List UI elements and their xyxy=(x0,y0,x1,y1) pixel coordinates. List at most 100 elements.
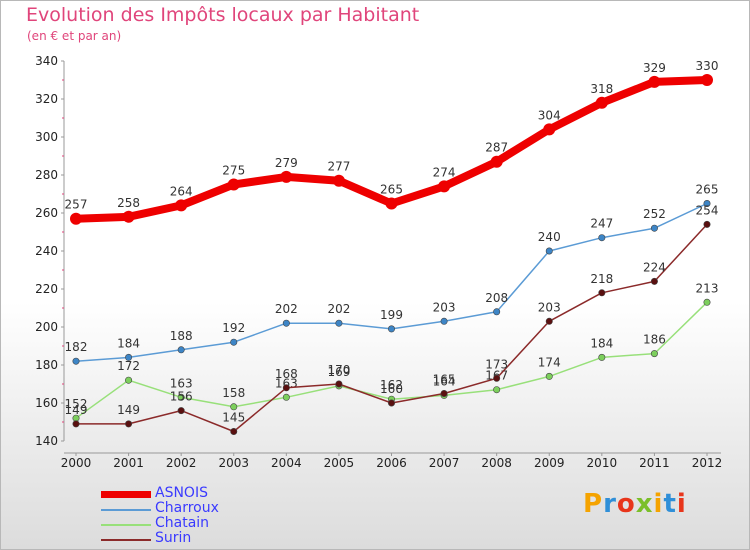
x-tick-label: 2002 xyxy=(166,456,197,470)
data-point-charroux xyxy=(650,224,658,232)
legend-swatch-asnois xyxy=(101,491,151,498)
data-label-chatain: 163 xyxy=(170,376,193,390)
data-point-asnois xyxy=(490,155,503,168)
data-label-chatain: 184 xyxy=(590,336,613,350)
x-tick-label: 2007 xyxy=(429,456,460,470)
data-point-asnois xyxy=(438,180,451,193)
legend-label-asnois: ASNOIS xyxy=(155,485,208,501)
proxiti-logo: Proxiti xyxy=(583,489,687,519)
data-point-charroux xyxy=(282,319,290,327)
data-point-charroux xyxy=(72,357,80,365)
data-label-charroux: 202 xyxy=(275,302,298,316)
y-tick-label: 320 xyxy=(35,92,58,106)
data-label-chatain: 164 xyxy=(433,374,456,388)
data-point-surin xyxy=(493,374,501,382)
x-tick-label: 2003 xyxy=(218,456,249,470)
data-label-asnois: 275 xyxy=(222,164,245,178)
legend-label-chatain: Chatain xyxy=(155,515,210,531)
data-point-chatain xyxy=(177,393,185,401)
data-point-surin xyxy=(440,389,448,397)
data-point-surin xyxy=(282,384,290,392)
y-tick-label: 220 xyxy=(35,282,58,296)
logo-letter: i xyxy=(676,489,687,519)
data-point-asnois xyxy=(595,96,608,109)
data-point-charroux xyxy=(387,325,395,333)
y-tick-label: 340 xyxy=(35,54,58,68)
x-tick-label: 2010 xyxy=(587,456,618,470)
data-label-asnois: 287 xyxy=(485,141,508,155)
data-label-surin: 145 xyxy=(222,411,245,425)
data-label-charroux: 199 xyxy=(380,308,403,322)
data-point-charroux xyxy=(230,338,238,346)
data-point-asnois xyxy=(122,210,135,223)
data-label-asnois: 329 xyxy=(643,61,666,75)
y-tick-label: 260 xyxy=(35,206,58,220)
data-point-chatain xyxy=(598,353,606,361)
data-point-surin xyxy=(598,289,606,297)
data-point-charroux xyxy=(598,234,606,242)
logo-letter: o xyxy=(616,489,636,519)
data-label-asnois: 264 xyxy=(170,184,193,198)
data-label-charroux: 203 xyxy=(433,300,456,314)
legend-swatch-surin xyxy=(101,539,151,541)
x-tick-label: 2005 xyxy=(324,456,355,470)
data-point-chatain xyxy=(703,298,711,306)
data-point-chatain xyxy=(282,393,290,401)
data-label-surin: 254 xyxy=(696,203,719,217)
data-label-chatain: 172 xyxy=(117,359,140,373)
legend-swatch-chatain xyxy=(101,524,151,526)
data-label-asnois: 277 xyxy=(327,160,350,174)
data-point-surin xyxy=(177,407,185,415)
legend-label-surin: Surin xyxy=(155,530,192,546)
data-label-surin: 149 xyxy=(65,403,88,417)
data-label-chatain: 186 xyxy=(643,333,666,347)
data-label-surin: 168 xyxy=(275,367,298,381)
data-point-charroux xyxy=(440,317,448,325)
x-tick-label: 2006 xyxy=(376,456,407,470)
data-point-chatain xyxy=(493,386,501,394)
data-label-surin: 170 xyxy=(327,363,350,377)
data-label-charroux: 202 xyxy=(327,302,350,316)
data-point-chatain xyxy=(125,376,133,384)
data-label-surin: 160 xyxy=(380,382,403,396)
logo-letter: t xyxy=(663,489,677,519)
data-point-asnois xyxy=(701,74,713,86)
logo-letter: i xyxy=(653,489,664,519)
data-point-charroux xyxy=(335,319,343,327)
data-label-charroux: 208 xyxy=(485,291,508,305)
chart-subtitle: (en € et par an) xyxy=(27,29,122,43)
data-point-chatain xyxy=(230,403,238,411)
y-tick-label: 180 xyxy=(35,358,58,372)
data-label-asnois: 258 xyxy=(117,196,140,210)
data-point-charroux xyxy=(177,346,185,354)
x-tick-label: 2009 xyxy=(534,456,565,470)
chart-title: Evolution des Impôts locaux par Habitant xyxy=(26,4,420,26)
data-label-surin: 224 xyxy=(643,260,666,274)
data-point-asnois xyxy=(70,212,82,225)
data-label-chatain: 169 xyxy=(327,365,350,379)
data-point-chatain xyxy=(545,372,553,380)
legend-swatch-charroux xyxy=(101,509,151,511)
data-label-surin: 173 xyxy=(485,357,508,371)
data-point-chatain xyxy=(650,350,658,358)
data-label-charroux: 247 xyxy=(590,217,613,231)
y-tick-label: 240 xyxy=(35,244,58,258)
y-tick-label: 140 xyxy=(35,434,58,448)
data-label-chatain: 162 xyxy=(380,378,403,392)
y-tick-label: 160 xyxy=(35,396,58,410)
data-point-asnois xyxy=(385,197,398,210)
data-label-chatain: 152 xyxy=(65,397,88,411)
data-point-asnois xyxy=(543,123,556,136)
data-label-charroux: 240 xyxy=(538,230,561,244)
data-point-surin xyxy=(703,220,711,228)
data-label-surin: 156 xyxy=(170,390,193,404)
data-label-asnois: 304 xyxy=(538,108,561,122)
data-label-charroux: 188 xyxy=(170,329,193,343)
legend-label-charroux: Charroux xyxy=(155,500,219,516)
data-point-surin xyxy=(72,420,80,428)
data-point-asnois xyxy=(648,75,661,88)
logo-letter: P xyxy=(583,489,604,519)
data-label-charroux: 182 xyxy=(65,340,88,354)
